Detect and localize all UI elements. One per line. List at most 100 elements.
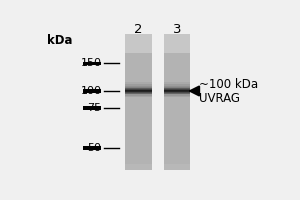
Bar <box>125 112 152 114</box>
Bar <box>164 116 190 118</box>
Bar <box>125 93 152 94</box>
Bar <box>125 55 152 57</box>
Bar <box>125 39 152 42</box>
Bar <box>125 87 152 89</box>
Bar <box>125 111 152 113</box>
Bar <box>164 87 190 89</box>
Text: kDa: kDa <box>47 34 72 47</box>
Bar <box>164 163 190 165</box>
Bar <box>125 100 152 103</box>
Bar <box>164 166 190 169</box>
Bar <box>164 78 190 81</box>
Bar <box>125 107 152 109</box>
Bar <box>164 105 190 108</box>
Bar <box>164 92 190 93</box>
Bar <box>164 102 190 104</box>
Bar <box>125 89 152 91</box>
Bar <box>125 146 152 148</box>
Bar <box>125 43 152 45</box>
Bar <box>164 141 190 143</box>
Bar <box>125 158 152 160</box>
Bar <box>164 111 190 113</box>
Bar <box>125 131 152 133</box>
Bar <box>125 155 152 157</box>
Bar <box>125 124 152 126</box>
Bar <box>164 119 190 121</box>
Bar <box>164 114 190 116</box>
Bar <box>164 133 190 135</box>
Bar <box>125 44 152 47</box>
Bar <box>164 91 190 92</box>
Bar <box>164 89 190 90</box>
Bar <box>164 48 190 50</box>
Bar <box>125 166 152 169</box>
Bar <box>125 92 152 93</box>
Bar <box>83 62 101 65</box>
Bar <box>125 65 152 67</box>
Bar <box>125 133 152 135</box>
Text: ~100 kDa: ~100 kDa <box>199 78 258 91</box>
Bar <box>125 114 152 116</box>
Bar <box>164 134 190 136</box>
Bar <box>125 136 152 138</box>
Bar <box>164 155 190 157</box>
Bar <box>125 161 152 164</box>
Bar <box>125 156 152 158</box>
Bar <box>125 117 152 119</box>
Bar <box>164 72 190 74</box>
Bar <box>164 95 190 97</box>
Bar <box>125 89 152 90</box>
Bar <box>125 82 152 84</box>
Bar <box>125 116 152 118</box>
Bar <box>125 109 152 111</box>
Bar <box>125 61 152 64</box>
Bar <box>164 156 190 158</box>
Bar <box>164 127 190 130</box>
Bar <box>125 129 152 131</box>
Bar <box>125 93 152 94</box>
Bar <box>164 112 190 114</box>
Bar <box>125 90 152 92</box>
Bar <box>164 88 190 89</box>
Bar <box>164 90 190 92</box>
Bar <box>164 89 190 90</box>
Bar <box>125 77 152 79</box>
Bar <box>164 39 190 42</box>
Bar <box>164 68 190 70</box>
Bar <box>125 168 152 170</box>
Bar <box>125 36 152 38</box>
Bar <box>164 104 190 106</box>
Bar <box>125 97 152 99</box>
Bar <box>164 93 190 94</box>
Bar <box>164 89 190 91</box>
Bar <box>125 91 152 92</box>
Bar <box>164 90 190 91</box>
Bar <box>164 83 190 86</box>
Bar <box>125 104 152 106</box>
Bar <box>164 41 190 43</box>
Bar <box>164 109 190 111</box>
Bar <box>164 46 190 48</box>
Bar <box>125 139 152 142</box>
Bar <box>125 151 152 153</box>
Bar <box>125 102 152 104</box>
Bar <box>125 70 152 72</box>
Bar <box>164 124 190 126</box>
Bar <box>125 121 152 123</box>
Bar <box>125 89 152 90</box>
Bar <box>164 92 190 94</box>
Bar <box>125 143 152 145</box>
Bar <box>164 126 190 128</box>
Bar <box>164 148 190 150</box>
Bar <box>83 146 101 150</box>
Text: 50: 50 <box>87 143 101 153</box>
Text: 100: 100 <box>80 86 101 96</box>
Bar <box>164 100 190 103</box>
Bar <box>164 143 190 145</box>
Bar <box>164 50 190 52</box>
Bar <box>164 51 190 53</box>
Bar <box>125 68 152 70</box>
Bar <box>125 163 152 165</box>
Bar <box>125 122 152 125</box>
Bar <box>164 91 190 92</box>
